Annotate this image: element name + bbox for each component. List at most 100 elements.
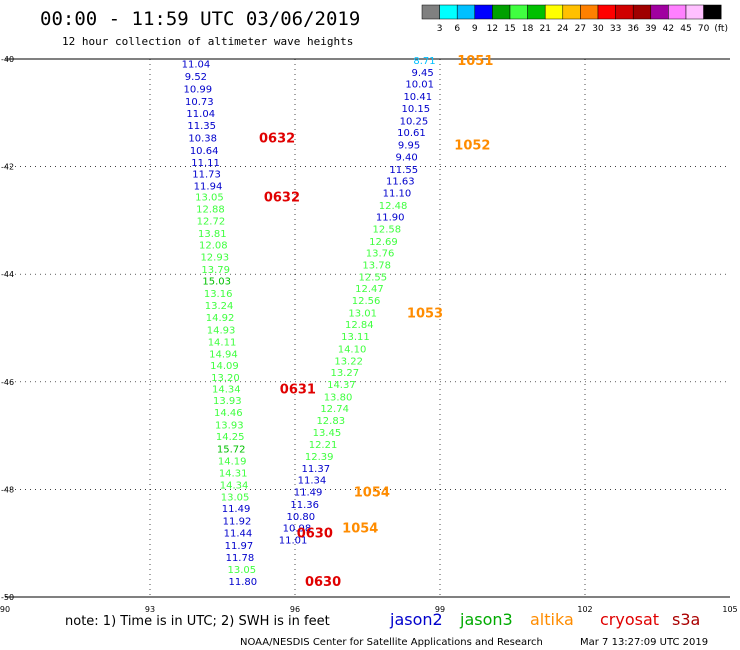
pass-time-label: 1051 [457,54,493,69]
track-left: 11.049.5210.9910.7311.0411.3510.3810.641… [182,59,258,588]
scale-label: 18 [522,24,534,34]
x-tick-label: 96 [290,605,300,614]
wave-height-value: 12.47 [355,284,384,295]
wave-height-value: 11.55 [389,165,418,176]
wave-height-value: 11.73 [192,170,221,181]
y-tick-labels: -40 -42 -44 -46 -48 -50 [1,55,14,602]
wave-height-value: 10.64 [190,146,219,157]
wave-height-value: 11.36 [290,500,319,511]
wave-height-value: 10.80 [286,512,315,523]
color-scale-bar: 3 6 9 12 15 18 21 24 27 30 33 36 39 42 45 70 (ft) [421,4,728,34]
wave-height-value: 11.78 [226,553,255,564]
wave-height-value: 12.69 [369,237,398,248]
scale-label: 15 [504,24,515,34]
scale-swatch [650,4,669,20]
wave-height-value: 13.11 [341,332,370,343]
scale-label: 21 [539,24,550,34]
wave-height-value: 13.78 [362,261,391,272]
wave-height-value: 14.31 [219,469,248,480]
wave-height-value: 11.11 [191,158,220,169]
wave-height-value: 10.25 [400,116,429,127]
scale-swatch [668,4,687,20]
wave-height-value: 14.92 [206,313,235,324]
pass-time-label: 1053 [407,306,443,321]
wave-height-value: 10.99 [184,85,213,96]
wave-height-value: 13.05 [221,492,250,503]
wave-height-value: 11.94 [194,181,223,192]
wave-height-value: 13.45 [313,428,342,439]
y-tick-label: -48 [1,485,14,494]
wave-height-value: 12.93 [200,252,229,263]
scale-swatch [562,4,581,20]
wave-height-value: 14.94 [209,349,238,360]
satellite-legend: jason2 jason3 altika cryosat s3a [389,610,700,629]
scale-swatch [615,4,634,20]
pass-time-label: 0632 [259,132,295,147]
scale-swatch [421,4,440,20]
plot-frame [5,58,730,598]
wave-height-value: 14.25 [216,432,245,443]
x-tick-labels: 90 93 96 99 102 105 [0,605,738,614]
wave-height-value: 13.20 [211,373,240,384]
scale-label: 12 [487,24,498,34]
scale-swatch [509,4,528,20]
wave-height-value: 10.01 [405,80,434,91]
wave-height-value: 12.56 [352,296,381,307]
y-tick-label: -46 [1,378,14,387]
wave-height-value: 11.04 [186,109,215,120]
y-tick-label: -40 [1,55,14,64]
wave-height-value: 13.16 [204,289,233,300]
x-tick-label: 90 [0,605,10,614]
wave-height-value: 11.49 [294,488,323,499]
y-tick-label: -44 [1,270,14,279]
scale-label: 70 [698,24,710,34]
pass-time-label: 1052 [454,139,490,154]
footer-note: note: 1) Time is in UTC; 2) SWH is in fe… [65,614,330,629]
wave-height-value: 13.80 [324,392,353,403]
wave-height-value: 13.05 [195,193,224,204]
wave-height-value: 13.22 [334,356,363,367]
legend-cryosat: cryosat [600,610,659,629]
scale-label: 24 [557,24,569,34]
pass-time-label: 1054 [342,522,378,537]
pass-time-label: 1054 [354,486,390,501]
wave-height-value: 13.81 [198,229,227,240]
wave-height-value: 10.41 [403,92,432,103]
wave-height-value: 15.72 [217,445,246,456]
wave-height-value: 11.80 [228,577,257,588]
wave-height-value: 11.04 [182,59,211,70]
grid-lines [5,59,730,597]
wave-height-value: 13.01 [348,308,377,319]
wave-height-value: 10.15 [402,104,431,115]
chart-title: 00:00 - 11:59 UTC 03/06/2019 [40,8,360,30]
scale-swatch [456,4,476,20]
wave-height-value: 11.97 [225,541,254,552]
scale-swatch [544,4,564,20]
wave-height-value: 12.39 [305,452,334,463]
wave-height-value: 8.71 [413,56,435,67]
scale-swatch [492,4,511,20]
scale-label: 39 [645,24,657,34]
x-tick-label: 99 [435,605,445,614]
wave-height-value: 14.34 [220,481,249,492]
wave-height-value: 10.98 [283,524,312,535]
pass-time-label: 0631 [280,382,316,397]
scale-swatch [474,4,493,20]
wave-height-value: 11.34 [298,476,327,487]
wave-height-value: 11.44 [224,528,253,539]
wave-height-value: 10.73 [185,97,214,108]
wave-height-value: 14.09 [210,361,239,372]
wave-height-value: 15.03 [202,277,231,288]
wave-height-value: 13.24 [205,301,234,312]
pass-time-label: 0632 [264,191,300,206]
wave-height-value: 12.48 [379,201,408,212]
wave-height-value: 14.93 [207,326,236,337]
legend-s3a: s3a [672,610,700,629]
y-tick-label: -50 [1,593,14,602]
wave-height-value: 9.45 [411,68,433,79]
scale-label: 6 [454,24,460,34]
wave-height-value: 12.88 [196,205,225,216]
legend-jason2: jason2 [389,610,443,629]
scale-swatch [685,4,704,20]
